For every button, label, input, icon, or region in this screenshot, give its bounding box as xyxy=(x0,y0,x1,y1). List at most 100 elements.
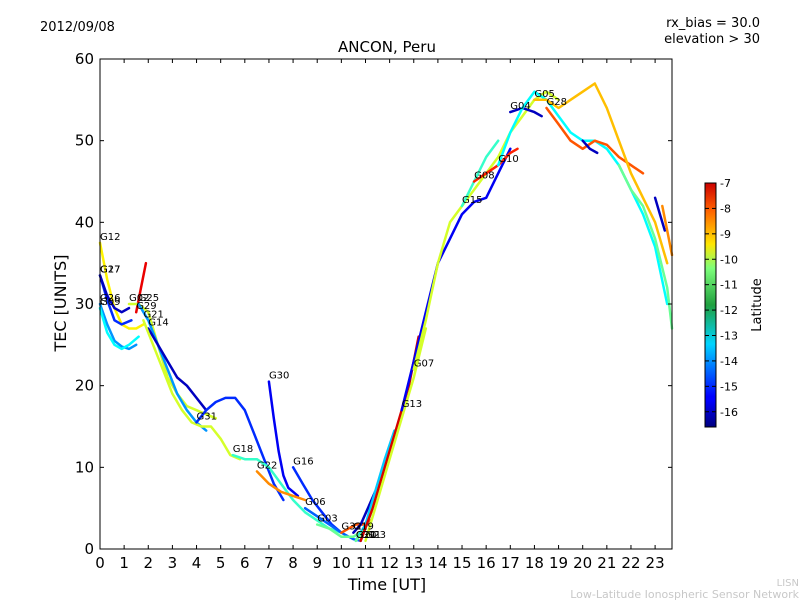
series-label: G09 xyxy=(100,297,120,308)
x-tick-label: 23 xyxy=(646,554,665,572)
x-tick-label: 3 xyxy=(168,554,178,572)
x-axis-label: Time [UT] xyxy=(347,575,426,594)
series-line xyxy=(581,139,599,155)
series-label: G05 xyxy=(534,89,554,100)
x-tick-label: 16 xyxy=(477,554,496,572)
colorbar-tick-label: -16 xyxy=(720,406,738,419)
series-label: G01 xyxy=(361,530,381,541)
series-label: G20 xyxy=(356,530,376,541)
x-tick-label: 19 xyxy=(549,554,568,572)
series-line-g22 xyxy=(255,470,307,502)
x-tick-label: 8 xyxy=(288,554,298,572)
elevation-label: elevation > 30 xyxy=(664,32,760,47)
series-label: G16 xyxy=(293,456,313,467)
x-tick-label: 22 xyxy=(621,554,640,572)
series-label: G04 xyxy=(510,101,530,112)
x-tick-label: 6 xyxy=(240,554,250,572)
series-line-g26 xyxy=(98,302,138,351)
y-tick-label: 10 xyxy=(75,458,94,476)
series-label: G32 xyxy=(341,522,361,533)
y-axis: 0 10 20 30 40 50 60 xyxy=(75,50,672,558)
x-tick-label: 14 xyxy=(428,554,447,572)
x-tick-label: 9 xyxy=(312,554,322,572)
series-line-g25 xyxy=(137,302,208,432)
series-label: G02 xyxy=(129,293,149,304)
series-line xyxy=(653,196,667,232)
series-label: G28 xyxy=(546,97,566,108)
series-label: G08 xyxy=(474,171,494,182)
colorbar-tick-label: -11 xyxy=(720,279,738,292)
series-label: G03 xyxy=(317,514,337,525)
series-line-g18 xyxy=(231,453,343,534)
x-tick-label: 4 xyxy=(192,554,202,572)
series-line-g12 xyxy=(98,241,145,330)
series-line-g07 xyxy=(412,90,560,371)
series-label: G31 xyxy=(197,411,217,422)
series-line-g15 xyxy=(460,139,500,208)
series-line-g05 xyxy=(533,82,669,265)
colorbar-tick-label: -8 xyxy=(720,202,731,215)
series-line xyxy=(617,163,674,330)
series-line-g06 xyxy=(303,506,362,543)
series-label: G26 xyxy=(100,293,120,304)
x-tick-label: 12 xyxy=(380,554,399,572)
series-line-g02 xyxy=(127,302,218,420)
colorbar-tick-label: -14 xyxy=(720,355,738,368)
series-line-g30 xyxy=(267,380,300,498)
x-tick-label: 5 xyxy=(216,554,226,572)
x-tick-label: 7 xyxy=(264,554,274,572)
x-tick-label: 0 xyxy=(95,554,105,572)
series-label: G22 xyxy=(257,460,277,471)
series-label: G12 xyxy=(100,232,120,243)
colorbar-tick-label: -12 xyxy=(720,304,738,317)
colorbar-ticks: -7 -8 -9 -10 -11 -12 -13 -14 -15 -16 xyxy=(705,177,738,419)
y-tick-label: 50 xyxy=(75,132,94,150)
series-line-g21 xyxy=(142,319,242,461)
series-line-g11 xyxy=(354,429,396,543)
x-tick-label: 10 xyxy=(332,554,351,572)
date-label: 2012/09/08 xyxy=(40,20,115,35)
x-tick-label: 18 xyxy=(525,554,544,572)
y-tick-label: 60 xyxy=(75,50,94,68)
y-tick-label: 40 xyxy=(75,213,94,231)
series-label: G13 xyxy=(402,399,422,410)
series-label: G17 xyxy=(100,264,120,275)
colorbar-tick-label: -15 xyxy=(720,380,738,393)
x-axis: 0 1 2 3 4 5 6 7 8 9 10 11 12 13 14 15 16 17 18 19 20 21 22 23 xyxy=(95,59,665,572)
series-label: G07 xyxy=(414,358,434,369)
series-label: G25 xyxy=(139,293,159,304)
x-tick-label: 21 xyxy=(597,554,616,572)
series-label: G19 xyxy=(353,522,373,533)
x-tick-label: 1 xyxy=(119,554,129,572)
series-label: G11 xyxy=(356,530,376,541)
series-label: G23 xyxy=(365,530,385,541)
colorbar-tick-label: -9 xyxy=(720,228,731,241)
footer-org-abbrev: LISN xyxy=(777,578,799,589)
y-tick-label: 0 xyxy=(84,540,94,558)
y-axis-label: TEC [UNITS] xyxy=(51,255,70,353)
series-label: G06 xyxy=(305,497,325,508)
series-line xyxy=(661,204,674,257)
series-line-g23 xyxy=(364,327,428,543)
chart-title: ANCON, Peru xyxy=(338,38,436,56)
series-label: G29 xyxy=(136,301,156,312)
colorbar-tick-label: -13 xyxy=(720,330,738,343)
series-label: G21 xyxy=(143,309,163,320)
colorbar xyxy=(704,182,717,428)
series-line-g03 xyxy=(315,523,367,539)
colorbar-tick-label: -10 xyxy=(720,253,738,266)
x-tick-label: 13 xyxy=(404,554,423,572)
colorbar-tick-label: -7 xyxy=(720,177,731,190)
series-label: G10 xyxy=(498,154,518,165)
series-label: G30 xyxy=(269,371,289,382)
series-label: G14 xyxy=(148,318,168,329)
series-line-g14 xyxy=(147,327,208,412)
series-label: G27 xyxy=(100,264,120,275)
colorbar-label: Latitude xyxy=(750,278,765,332)
x-tick-label: 17 xyxy=(501,554,520,572)
series-label: G18 xyxy=(233,444,253,455)
footer-org-name: Low-Latitude Ionospheric Sensor Network xyxy=(570,588,799,600)
x-tick-label: 2 xyxy=(143,554,153,572)
